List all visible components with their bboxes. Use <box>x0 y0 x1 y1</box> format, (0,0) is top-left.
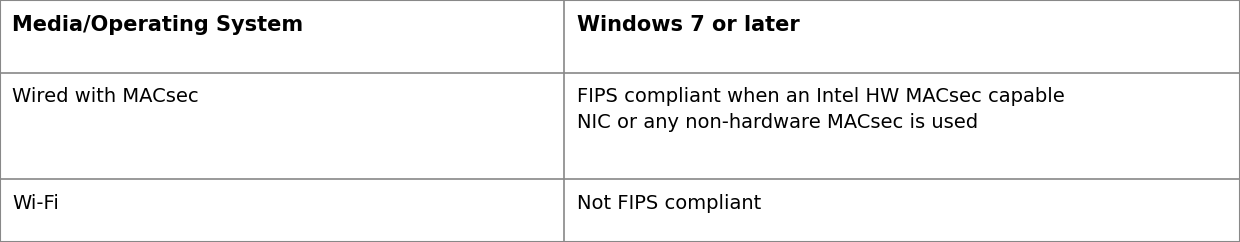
Text: Windows 7 or later: Windows 7 or later <box>577 15 800 35</box>
Text: Media/Operating System: Media/Operating System <box>12 15 304 35</box>
Bar <box>0 73 564 179</box>
Text: Wired with MACsec: Wired with MACsec <box>12 87 200 106</box>
Bar <box>0 0 564 73</box>
Text: FIPS compliant when an Intel HW MACsec capable
NIC or any non-hardware MACsec is: FIPS compliant when an Intel HW MACsec c… <box>577 87 1064 132</box>
Bar <box>564 0 1240 73</box>
Bar <box>564 73 1240 179</box>
Text: Not FIPS compliant: Not FIPS compliant <box>577 194 761 213</box>
Bar <box>0 179 564 242</box>
Bar <box>564 179 1240 242</box>
Text: Wi-Fi: Wi-Fi <box>12 194 60 213</box>
